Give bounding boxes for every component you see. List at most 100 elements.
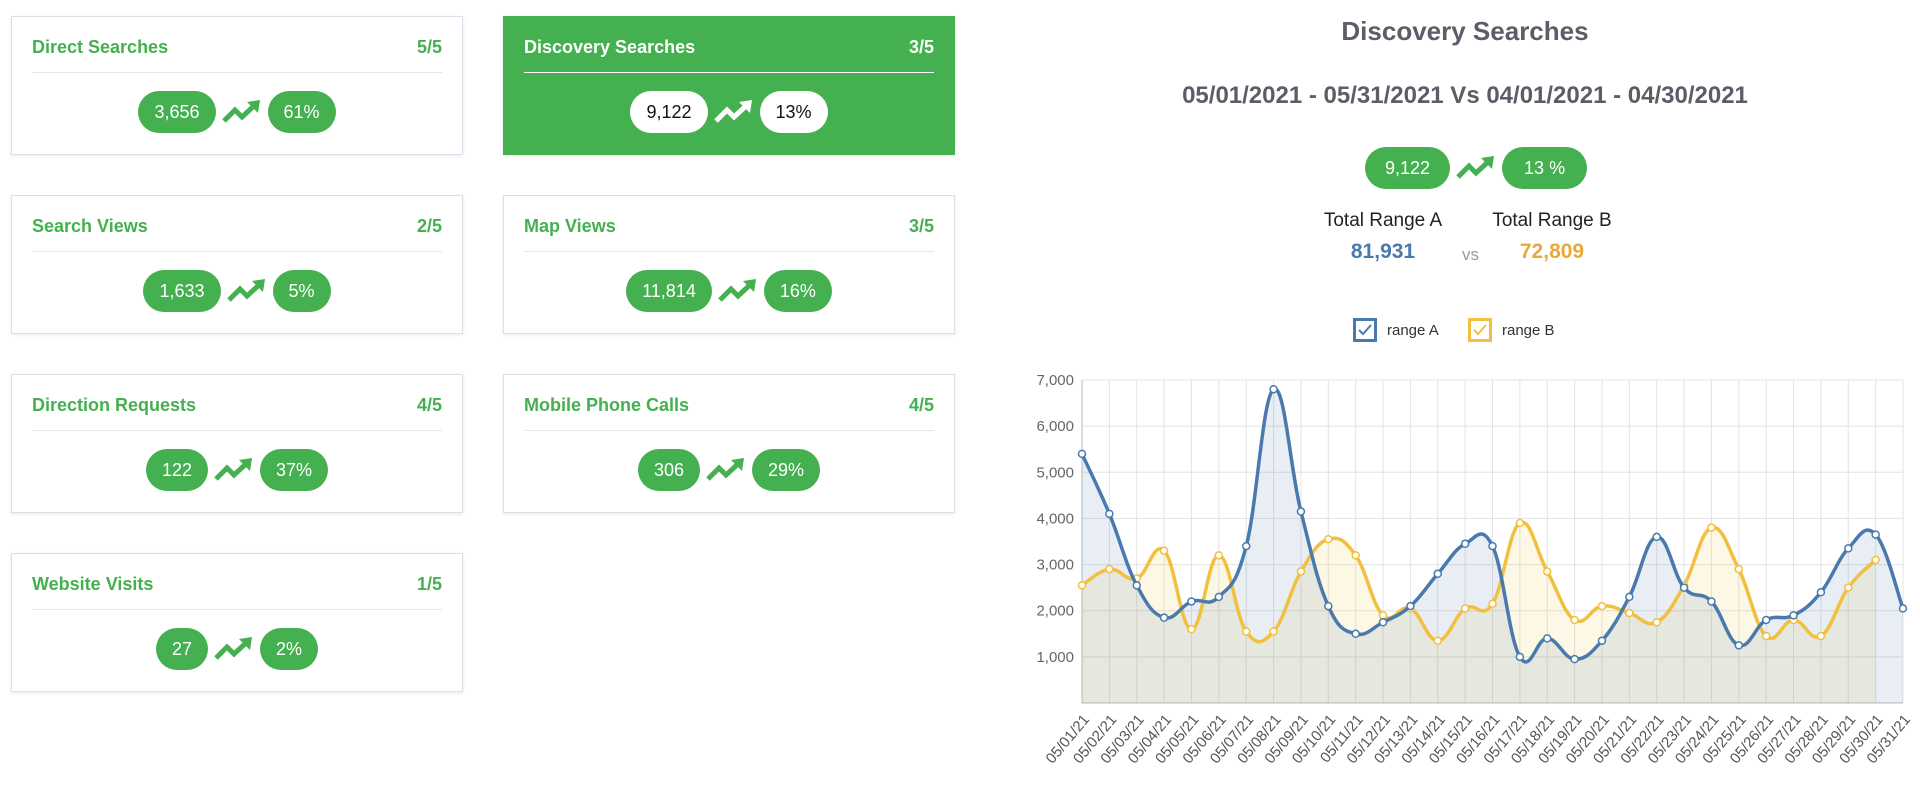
card-header: Map Views 3/5 [524, 216, 934, 252]
metric-card[interactable]: Search Views 2/5 1,633 5% [11, 195, 463, 334]
data-point [1159, 546, 1169, 555]
data-point [1105, 564, 1114, 574]
data-point [1187, 624, 1196, 634]
metric-card[interactable]: Direction Requests 4/5 122 37% [11, 374, 463, 513]
summary-pills: 9,122 13 % [1365, 147, 1588, 189]
data-point [1132, 581, 1141, 590]
data-point [1816, 588, 1826, 597]
total-range-a-value: 81,931 [1350, 240, 1416, 263]
data-point [1105, 509, 1114, 519]
summary-change-pill: 13 % [1502, 147, 1588, 189]
metric-card[interactable]: Mobile Phone Calls 4/5 306 29% [503, 374, 955, 513]
data-point [1789, 611, 1798, 620]
data-point [1433, 569, 1443, 579]
card-score: 3/5 [908, 37, 934, 57]
legend-range-a[interactable]: range A [1353, 318, 1439, 342]
y-tick-label: 2,000 [1036, 603, 1074, 620]
data-point [1734, 641, 1744, 650]
card-value-pill: 122 [145, 449, 208, 491]
line-chart: 1,0002,0003,0004,0005,0006,0007,00005/01… [1036, 372, 1914, 767]
card-pills: 1,633 5% [12, 270, 462, 312]
data-point [1570, 654, 1579, 664]
legend-range-b[interactable]: range B [1468, 318, 1555, 342]
checkbox-checked-icon[interactable] [1468, 318, 1492, 342]
data-point [1625, 608, 1634, 618]
summary-value-pill: 9,122 [1365, 147, 1451, 189]
data-point [1324, 601, 1333, 611]
trend-up-icon [718, 278, 758, 304]
data-point [1077, 581, 1087, 590]
metric-card[interactable]: Map Views 3/5 11,814 16% [503, 195, 955, 334]
data-point [1570, 615, 1579, 625]
data-point [1625, 592, 1634, 602]
metric-card[interactable]: Discovery Searches 3/5 9,122 13% [503, 16, 955, 155]
data-point [1542, 634, 1552, 643]
trend-up-icon [221, 99, 262, 125]
data-point [1515, 518, 1525, 528]
series-area-range-a [1082, 388, 1903, 703]
total-range-a-label: Total Range A [1323, 210, 1443, 231]
card-title: Mobile Phone Calls [524, 395, 690, 415]
card-pills: 306 29% [504, 449, 954, 491]
legend-label: range B [1502, 321, 1555, 339]
data-point [1460, 539, 1470, 549]
data-point [1159, 613, 1169, 622]
card-title: Map Views [524, 216, 616, 236]
card-pills: 11,814 16% [504, 270, 954, 312]
series-area-range-b [1082, 522, 1876, 703]
data-point [1871, 530, 1880, 539]
y-tick-label: 3,000 [1036, 557, 1074, 574]
card-value-pill: 1,633 [143, 270, 221, 312]
data-point [1707, 523, 1716, 532]
data-point [1542, 567, 1552, 576]
card-value-pill: 11,814 [626, 270, 712, 312]
card-value-pill: 3,656 [138, 91, 216, 133]
card-score: 4/5 [908, 395, 934, 415]
card-header: Mobile Phone Calls 4/5 [524, 395, 934, 431]
card-change-pill: 5% [272, 270, 331, 312]
card-title: Discovery Searches [524, 37, 696, 57]
metric-card[interactable]: Website Visits 1/5 27 2% [11, 553, 463, 692]
card-score: 3/5 [908, 216, 934, 236]
card-value-pill: 9,122 [630, 91, 708, 133]
checkbox-checked-icon[interactable] [1353, 318, 1377, 342]
data-point [1597, 636, 1607, 645]
card-pills: 27 2% [12, 628, 462, 670]
data-point [1269, 384, 1278, 394]
y-tick-label: 5,000 [1036, 464, 1074, 481]
data-point [1187, 597, 1196, 606]
trend-up-icon [1456, 155, 1496, 181]
data-point [1761, 615, 1771, 625]
data-point [1734, 564, 1744, 574]
card-change-pill: 37% [260, 449, 329, 491]
card-score: 4/5 [416, 395, 442, 415]
data-point [1378, 611, 1388, 620]
data-point [1679, 583, 1689, 592]
total-range-b-label: Total Range B [1492, 210, 1612, 231]
card-score: 5/5 [416, 37, 442, 57]
data-point [1241, 627, 1251, 636]
card-pills: 3,656 61% [12, 91, 462, 133]
total-range-a: Total Range A 81,931 [1318, 210, 1448, 264]
card-score: 1/5 [416, 574, 442, 594]
total-range-b-value: 72,809 [1519, 240, 1585, 263]
data-point [1296, 507, 1306, 516]
y-tick-label: 4,000 [1036, 510, 1074, 527]
metric-card[interactable]: Direct Searches 5/5 3,656 61% [11, 16, 463, 155]
legend-label: range A [1387, 321, 1439, 339]
trend-up-icon [214, 636, 254, 662]
data-point [1077, 449, 1087, 459]
data-point [1844, 583, 1853, 592]
data-point [1214, 551, 1224, 560]
data-point [1761, 631, 1771, 641]
total-range-b: Total Range B 72,809 [1487, 210, 1617, 264]
data-point [1871, 555, 1880, 565]
card-value-pill: 306 [637, 449, 700, 491]
y-tick-label: 1,000 [1036, 649, 1074, 666]
card-value-pill: 27 [155, 628, 208, 670]
trend-up-icon [226, 278, 267, 304]
data-point [1707, 597, 1716, 606]
data-point [1597, 601, 1607, 611]
card-title: Search Views [32, 216, 148, 236]
data-point [1214, 592, 1224, 602]
